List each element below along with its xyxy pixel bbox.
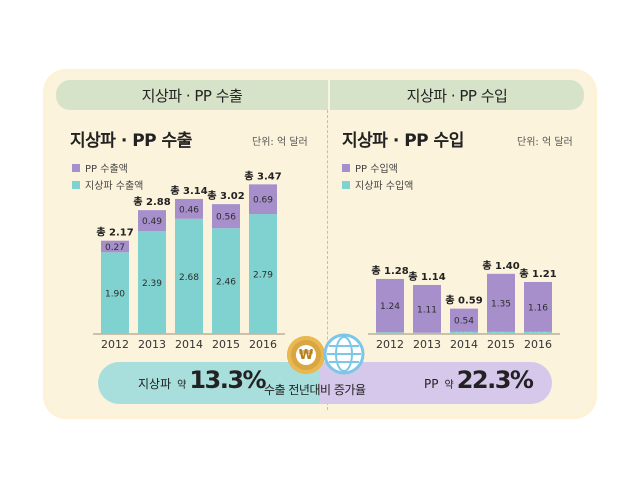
data-label: 1.16 xyxy=(528,303,548,313)
legend-swatch-broadcast xyxy=(72,180,80,189)
bar-segment-broadcast xyxy=(376,332,404,334)
legend-swatch-pp xyxy=(342,163,350,172)
x-tick-label: 2014 xyxy=(175,338,203,351)
legend-label: PP 수입액 xyxy=(355,164,398,175)
bar-segment-broadcast xyxy=(487,331,515,334)
summary-bubble-pp xyxy=(320,362,552,404)
import-bar-chart: 0.041.24총 1.2820120.031.11총 1.1420130.05… xyxy=(368,259,560,351)
legend-pp-export: PP 수출액 xyxy=(72,160,128,175)
total-label: 총 0.59 xyxy=(445,294,482,307)
growth-caption: 수출 전년대비 증가율 xyxy=(264,383,366,397)
legend-broadcast-import: 지상파 수입액 xyxy=(342,177,413,192)
globe-icon xyxy=(323,333,365,375)
bar-segment-broadcast xyxy=(101,252,129,334)
bar-segment-pp xyxy=(413,284,441,333)
import-chart-title: 지상파 · PP 수입 xyxy=(342,131,464,151)
x-tick-label: 2012 xyxy=(101,338,129,351)
bar-segment-pp xyxy=(376,278,404,333)
total-label: 총 2.17 xyxy=(96,226,133,239)
total-label: 총 2.88 xyxy=(133,195,170,208)
stat-value: 22.3% xyxy=(456,366,534,394)
stat-label: 지상파 xyxy=(138,377,172,391)
legend-label: 지상파 수출액 xyxy=(85,181,144,192)
legend-swatch-broadcast xyxy=(342,180,350,189)
data-label: 1.11 xyxy=(417,305,437,315)
bar-segment-broadcast xyxy=(524,331,552,334)
bar-segment-pp xyxy=(450,308,478,332)
stat-label: PP xyxy=(424,377,439,391)
stat-approx: 약 xyxy=(444,380,454,391)
legend-broadcast-export: 지상파 수출액 xyxy=(72,177,143,192)
data-label: 0.49 xyxy=(142,217,162,227)
header-import: 지상파 · PP 수입 xyxy=(330,80,584,110)
export-chart-title: 지상파 · PP 수출 xyxy=(70,131,192,151)
x-tick-label: 2015 xyxy=(487,338,515,351)
export-unit-label: 단위: 억 달러 xyxy=(252,137,308,148)
bar-segment-broadcast xyxy=(450,331,478,334)
bar-segment-broadcast xyxy=(138,231,166,334)
stat-approx: 약 xyxy=(177,380,187,391)
data-label: 2.79 xyxy=(253,271,273,281)
data-label: 0.54 xyxy=(454,317,474,327)
x-tick-label: 2015 xyxy=(212,338,240,351)
data-label: 2.39 xyxy=(142,279,162,289)
pp-growth-stat: PP 약 22.3% xyxy=(424,366,534,394)
data-label: 0.46 xyxy=(179,205,199,215)
bar-segment-pp xyxy=(175,198,203,219)
legend-label: PP 수출액 xyxy=(85,164,128,175)
total-label: 총 3.02 xyxy=(207,189,244,202)
header-export: 지상파 · PP 수출 xyxy=(56,80,328,110)
summary-bubble-broadcast xyxy=(98,362,320,404)
x-tick-label: 2016 xyxy=(524,338,552,351)
legend-label: 지상파 수입액 xyxy=(355,181,414,192)
x-tick-label: 2014 xyxy=(450,338,478,351)
bar-segment-pp xyxy=(249,184,277,215)
x-tick-label: 2012 xyxy=(376,338,404,351)
stat-value: 13.3% xyxy=(189,366,266,394)
data-label: 0.56 xyxy=(216,213,236,223)
data-label: 2.68 xyxy=(179,273,199,283)
data-label: 0.27 xyxy=(105,243,125,253)
total-label: 총 1.21 xyxy=(519,267,556,280)
data-label: 2.46 xyxy=(216,278,236,288)
export-bar-chart: 1.90 0.27 총 2.17 2012 2.39 0.49 총 2.88 2013 2.68… xyxy=(93,169,285,351)
data-label: 1.90 xyxy=(105,290,125,300)
bar-segment-pp xyxy=(487,273,515,332)
total-label: 총 1.28 xyxy=(371,264,408,277)
total-label: 총 1.14 xyxy=(408,270,445,283)
total-label: 총 1.40 xyxy=(482,259,519,272)
bar-segment-broadcast xyxy=(175,218,203,334)
bar-segment-pp xyxy=(101,240,129,253)
legend-swatch-pp xyxy=(72,163,80,172)
data-label: 1.24 xyxy=(380,302,400,312)
data-label: 1.35 xyxy=(491,299,511,309)
bar-segment-broadcast xyxy=(212,228,240,334)
x-tick-label: 2013 xyxy=(413,338,441,351)
legend-pp-import: PP 수입액 xyxy=(342,160,398,175)
x-tick-label: 2016 xyxy=(249,338,277,351)
data-label: 0.69 xyxy=(253,196,273,206)
bar-segment-pp xyxy=(212,204,240,229)
bar-segment-pp xyxy=(138,210,166,232)
bar-segment-pp xyxy=(524,281,552,332)
import-unit-label: 단위: 억 달러 xyxy=(517,137,573,148)
total-label: 총 3.14 xyxy=(170,184,207,197)
x-tick-label: 2013 xyxy=(138,338,166,351)
bar-segment-broadcast xyxy=(413,332,441,334)
bar-segment-broadcast xyxy=(249,214,277,334)
broadcast-growth-stat: 지상파 약 13.3% xyxy=(138,366,267,394)
total-label: 총 3.47 xyxy=(244,169,281,182)
won-symbol-icon: ₩ xyxy=(296,345,316,365)
panel-divider xyxy=(327,110,328,410)
